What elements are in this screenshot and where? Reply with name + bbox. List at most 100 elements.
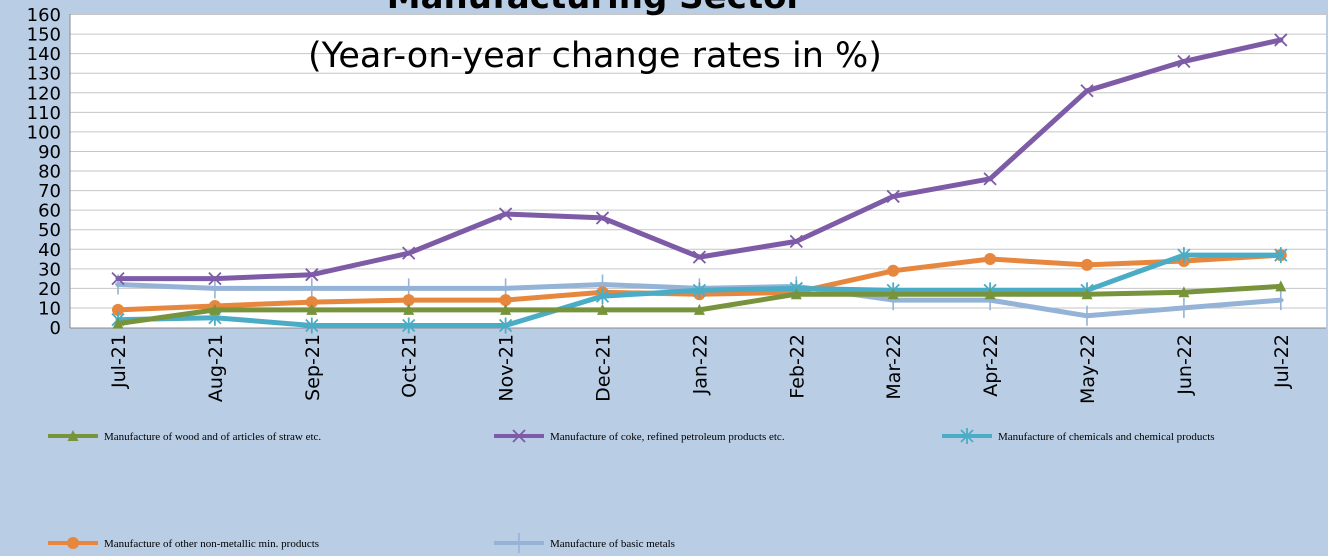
data-point [499,294,512,307]
data-point [498,207,513,221]
y-tick-label: 150 [27,25,61,46]
x-tick-label: Sep-21 [302,334,324,401]
data-point [983,172,997,186]
y-tick-label: 10 [38,298,61,319]
x-tick-label: Apr-22 [980,334,1002,397]
data-point [67,430,79,441]
y-tick-label: 110 [27,103,61,124]
data-point [1081,288,1093,300]
data-point [306,303,318,315]
x-tick-label: Jul-21 [108,334,130,389]
data-point [887,288,899,300]
data-point [597,303,608,315]
y-tick-label: 160 [27,5,61,26]
data-point [886,189,900,204]
data-point [595,211,610,225]
legend-item: Manufacture of wood and of articles of s… [48,430,321,443]
data-point [1274,33,1288,47]
data-point [1177,247,1191,264]
series-lines [111,33,1288,334]
y-tick-label: 130 [27,64,61,85]
data-point [211,278,218,299]
x-tick-label: Jul-22 [1271,334,1293,389]
data-point [208,271,222,286]
data-point [692,250,707,264]
data-point [1177,54,1191,69]
data-point [1080,84,1094,98]
data-point [209,303,221,315]
data-point [1277,290,1284,311]
data-point [1274,247,1288,264]
data-point [516,533,522,553]
x-tick-label: Jan-22 [689,334,711,395]
data-point [692,282,707,299]
series-1 [112,280,1287,329]
legend-label: Manufacture of basic metals [550,538,675,550]
series-2 [111,33,1288,286]
gridlines [69,14,1326,329]
y-tick-label: 40 [38,240,61,261]
legend-label: Manufacture of wood and of articles of s… [104,431,321,443]
data-point [67,537,79,549]
legend: Manufacture of wood and of articles of s… [48,428,1215,553]
chart-subtitle: (Year-on-year change rates in %) [308,36,882,76]
data-point [789,234,803,249]
x-tick-label: Dec-21 [593,334,615,402]
data-point [1275,280,1287,292]
x-tick-label: Mar-22 [883,334,905,400]
legend-item: Manufacture of other non-metallic min. p… [48,537,319,550]
y-tick-label: 30 [38,259,61,280]
x-tick-label: Oct-21 [399,334,421,398]
data-point [960,428,974,444]
data-point [1081,258,1093,271]
data-point [1180,297,1187,318]
data-point [984,253,997,266]
data-point [112,317,124,329]
y-tick-label: 0 [50,318,61,339]
y-tick-label: 60 [38,201,61,222]
x-tick-label: Jun-22 [1174,334,1196,396]
data-point [887,264,900,277]
y-tick-label: 70 [38,181,61,202]
data-point [111,271,125,286]
y-tick-label: 120 [27,83,61,104]
data-point [790,288,802,300]
legend-label: Manufacture of coke, refined petroleum p… [550,431,785,443]
data-point [512,429,526,443]
data-point [595,288,610,305]
x-tick-label: Aug-21 [205,334,227,402]
legend-item: Manufacture of chemicals and chemical pr… [942,428,1215,444]
data-point [402,294,415,307]
data-point [1084,305,1090,326]
y-tick-label: 100 [27,122,61,143]
data-point [305,296,318,309]
data-point [305,268,319,282]
chart-title: Manufacturing Sector [387,0,804,17]
legend-item: Manufacture of basic metals [494,533,675,553]
data-point [305,317,319,334]
legend-item: Manufacture of coke, refined petroleum p… [494,429,785,443]
legend-label: Manufacture of other non-metallic min. p… [104,538,319,550]
y-tick-label: 90 [38,142,61,163]
data-point [1178,286,1190,298]
data-point [500,303,512,315]
x-tick-label: Nov-21 [496,334,518,402]
y-tick-label: 20 [38,279,61,300]
x-tick-label: Feb-22 [786,334,808,399]
y-tick-label: 80 [38,162,61,183]
data-point [984,288,996,300]
x-tick-label: May-22 [1077,334,1099,404]
data-point [402,246,416,260]
data-point [112,303,124,316]
data-point [403,303,415,315]
legend-label: Manufacture of chemicals and chemical pr… [998,431,1215,443]
data-point [402,317,416,334]
y-tick-label: 140 [27,44,61,65]
data-point [308,278,315,299]
data-point [498,317,513,334]
y-tick-label: 50 [38,220,61,241]
x-axis-ticks: Jul-21 Aug-21 Sep-21 Oct-21 Nov-21 Dec-21 Jan-… [108,334,1293,404]
